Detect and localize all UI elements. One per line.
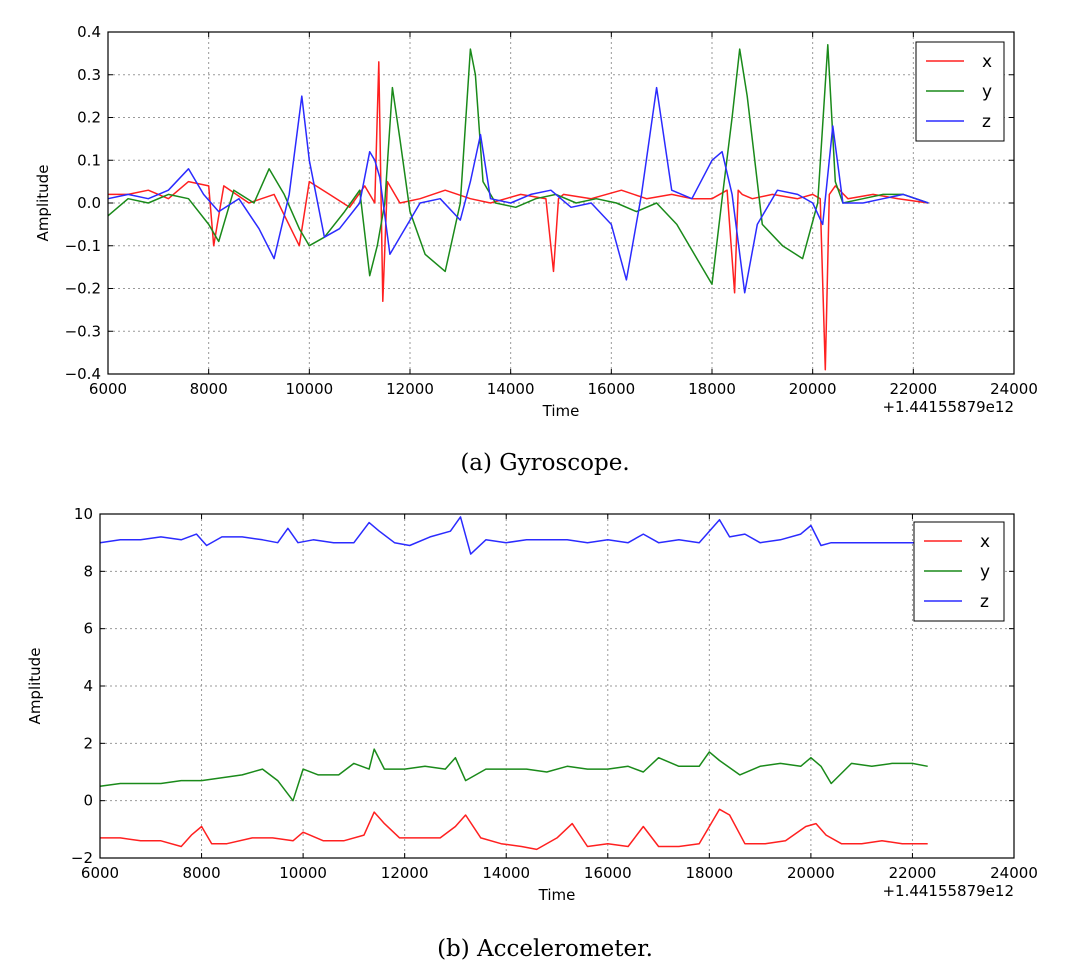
gyroscope-legend-x-label: x	[982, 52, 992, 72]
accelerometer-x-tick-label: 6000	[81, 864, 119, 882]
gyroscope-y-tick-label: 0.4	[77, 23, 101, 41]
gyroscope-x-offset-label: +1.44155879e12	[882, 398, 1014, 416]
gyroscope-y-tick-label: −0.4	[65, 365, 101, 383]
gyroscope-caption: (a) Gyroscope.	[460, 450, 629, 476]
accelerometer-y-tick-label: 2	[83, 734, 93, 752]
accelerometer-legend: xyz	[913, 521, 1005, 622]
accelerometer-x-tick-label: 10000	[279, 864, 327, 882]
gyroscope-y-tick-label: 0.3	[77, 66, 101, 84]
gyroscope-ticks: 6000 8000 10000 12000 14000 16000 18000 20000 22…	[65, 23, 1038, 398]
gyroscope-x-tick-label: 22000	[889, 380, 937, 398]
accelerometer-panel: 6000 8000 10000 12000 14000 16000 18000 20000 22…	[26, 505, 1038, 962]
accelerometer-series-group	[99, 516, 928, 851]
gyroscope-x-axis-label: Time	[542, 402, 580, 420]
accelerometer-series-y-line	[99, 748, 928, 802]
accelerometer-caption: (b) Accelerometer.	[437, 936, 653, 962]
accelerometer-series-z-line	[99, 516, 928, 555]
accelerometer-y-tick-label: 4	[83, 677, 93, 695]
gyroscope-legend-y-label: y	[982, 82, 992, 102]
accelerometer-y-tick-label: 0	[83, 792, 93, 810]
accelerometer-y-tick-label: −2	[71, 849, 93, 867]
gyroscope-x-tick-label: 10000	[285, 380, 333, 398]
accelerometer-grid	[100, 514, 1014, 858]
gyroscope-y-tick-label: −0.3	[65, 322, 101, 340]
gyroscope-series-group	[107, 44, 929, 371]
accelerometer-y-tick-label: 6	[83, 620, 93, 638]
accelerometer-x-tick-label: 18000	[685, 864, 733, 882]
accelerometer-x-tick-label: 16000	[584, 864, 632, 882]
gyroscope-grid	[108, 32, 1014, 374]
gyroscope-x-tick-label: 12000	[386, 380, 434, 398]
gyroscope-x-tick-label: 18000	[688, 380, 736, 398]
accelerometer-x-tick-label: 14000	[482, 864, 530, 882]
accelerometer-legend-x-label: x	[980, 532, 990, 552]
accelerometer-x-tick-label: 24000	[990, 864, 1038, 882]
gyroscope-series-y-line	[107, 44, 929, 285]
gyroscope-y-tick-label: 0.2	[77, 109, 101, 127]
accelerometer-x-tick-label: 8000	[182, 864, 220, 882]
gyroscope-legend-z-label: z	[982, 112, 991, 132]
accelerometer-legend-y-label: y	[980, 562, 990, 582]
gyroscope-legend: xyz	[915, 41, 1005, 142]
gyroscope-y-tick-label: 0.1	[77, 151, 101, 169]
accelerometer-x-tick-label: 22000	[889, 864, 937, 882]
accelerometer-ticks: 6000 8000 10000 12000 14000 16000 18000 20000 22…	[71, 505, 1038, 882]
accelerometer-x-axis-label: Time	[538, 886, 576, 904]
gyroscope-series-x-line	[108, 61, 929, 371]
gyroscope-series-z-line	[107, 86, 929, 294]
accelerometer-y-tick-label: 10	[74, 505, 93, 523]
gyroscope-x-tick-label: 20000	[789, 380, 837, 398]
accelerometer-legend-z-label: z	[980, 592, 989, 612]
accelerometer-x-offset-label: +1.44155879e12	[882, 882, 1014, 900]
gyroscope-x-tick-label: 14000	[487, 380, 535, 398]
gyroscope-x-tick-label: 24000	[990, 380, 1038, 398]
accelerometer-y-tick-label: 8	[83, 562, 93, 580]
accelerometer-series-x-line	[100, 808, 928, 851]
gyroscope-x-tick-label: 16000	[587, 380, 635, 398]
gyroscope-x-tick-label: 8000	[190, 380, 228, 398]
gyroscope-y-tick-label: −0.2	[65, 280, 101, 298]
gyroscope-panel: 6000 8000 10000 12000 14000 16000 18000 20000 22…	[34, 23, 1038, 476]
accelerometer-y-axis-label: Amplitude	[26, 648, 44, 725]
gyroscope-y-tick-label: −0.1	[65, 237, 101, 255]
accelerometer-x-tick-label: 12000	[381, 864, 429, 882]
accelerometer-x-tick-label: 20000	[787, 864, 835, 882]
gyroscope-y-tick-label: 0.0	[77, 194, 101, 212]
gyroscope-x-tick-label: 6000	[89, 380, 127, 398]
gyroscope-y-axis-label: Amplitude	[34, 165, 52, 242]
